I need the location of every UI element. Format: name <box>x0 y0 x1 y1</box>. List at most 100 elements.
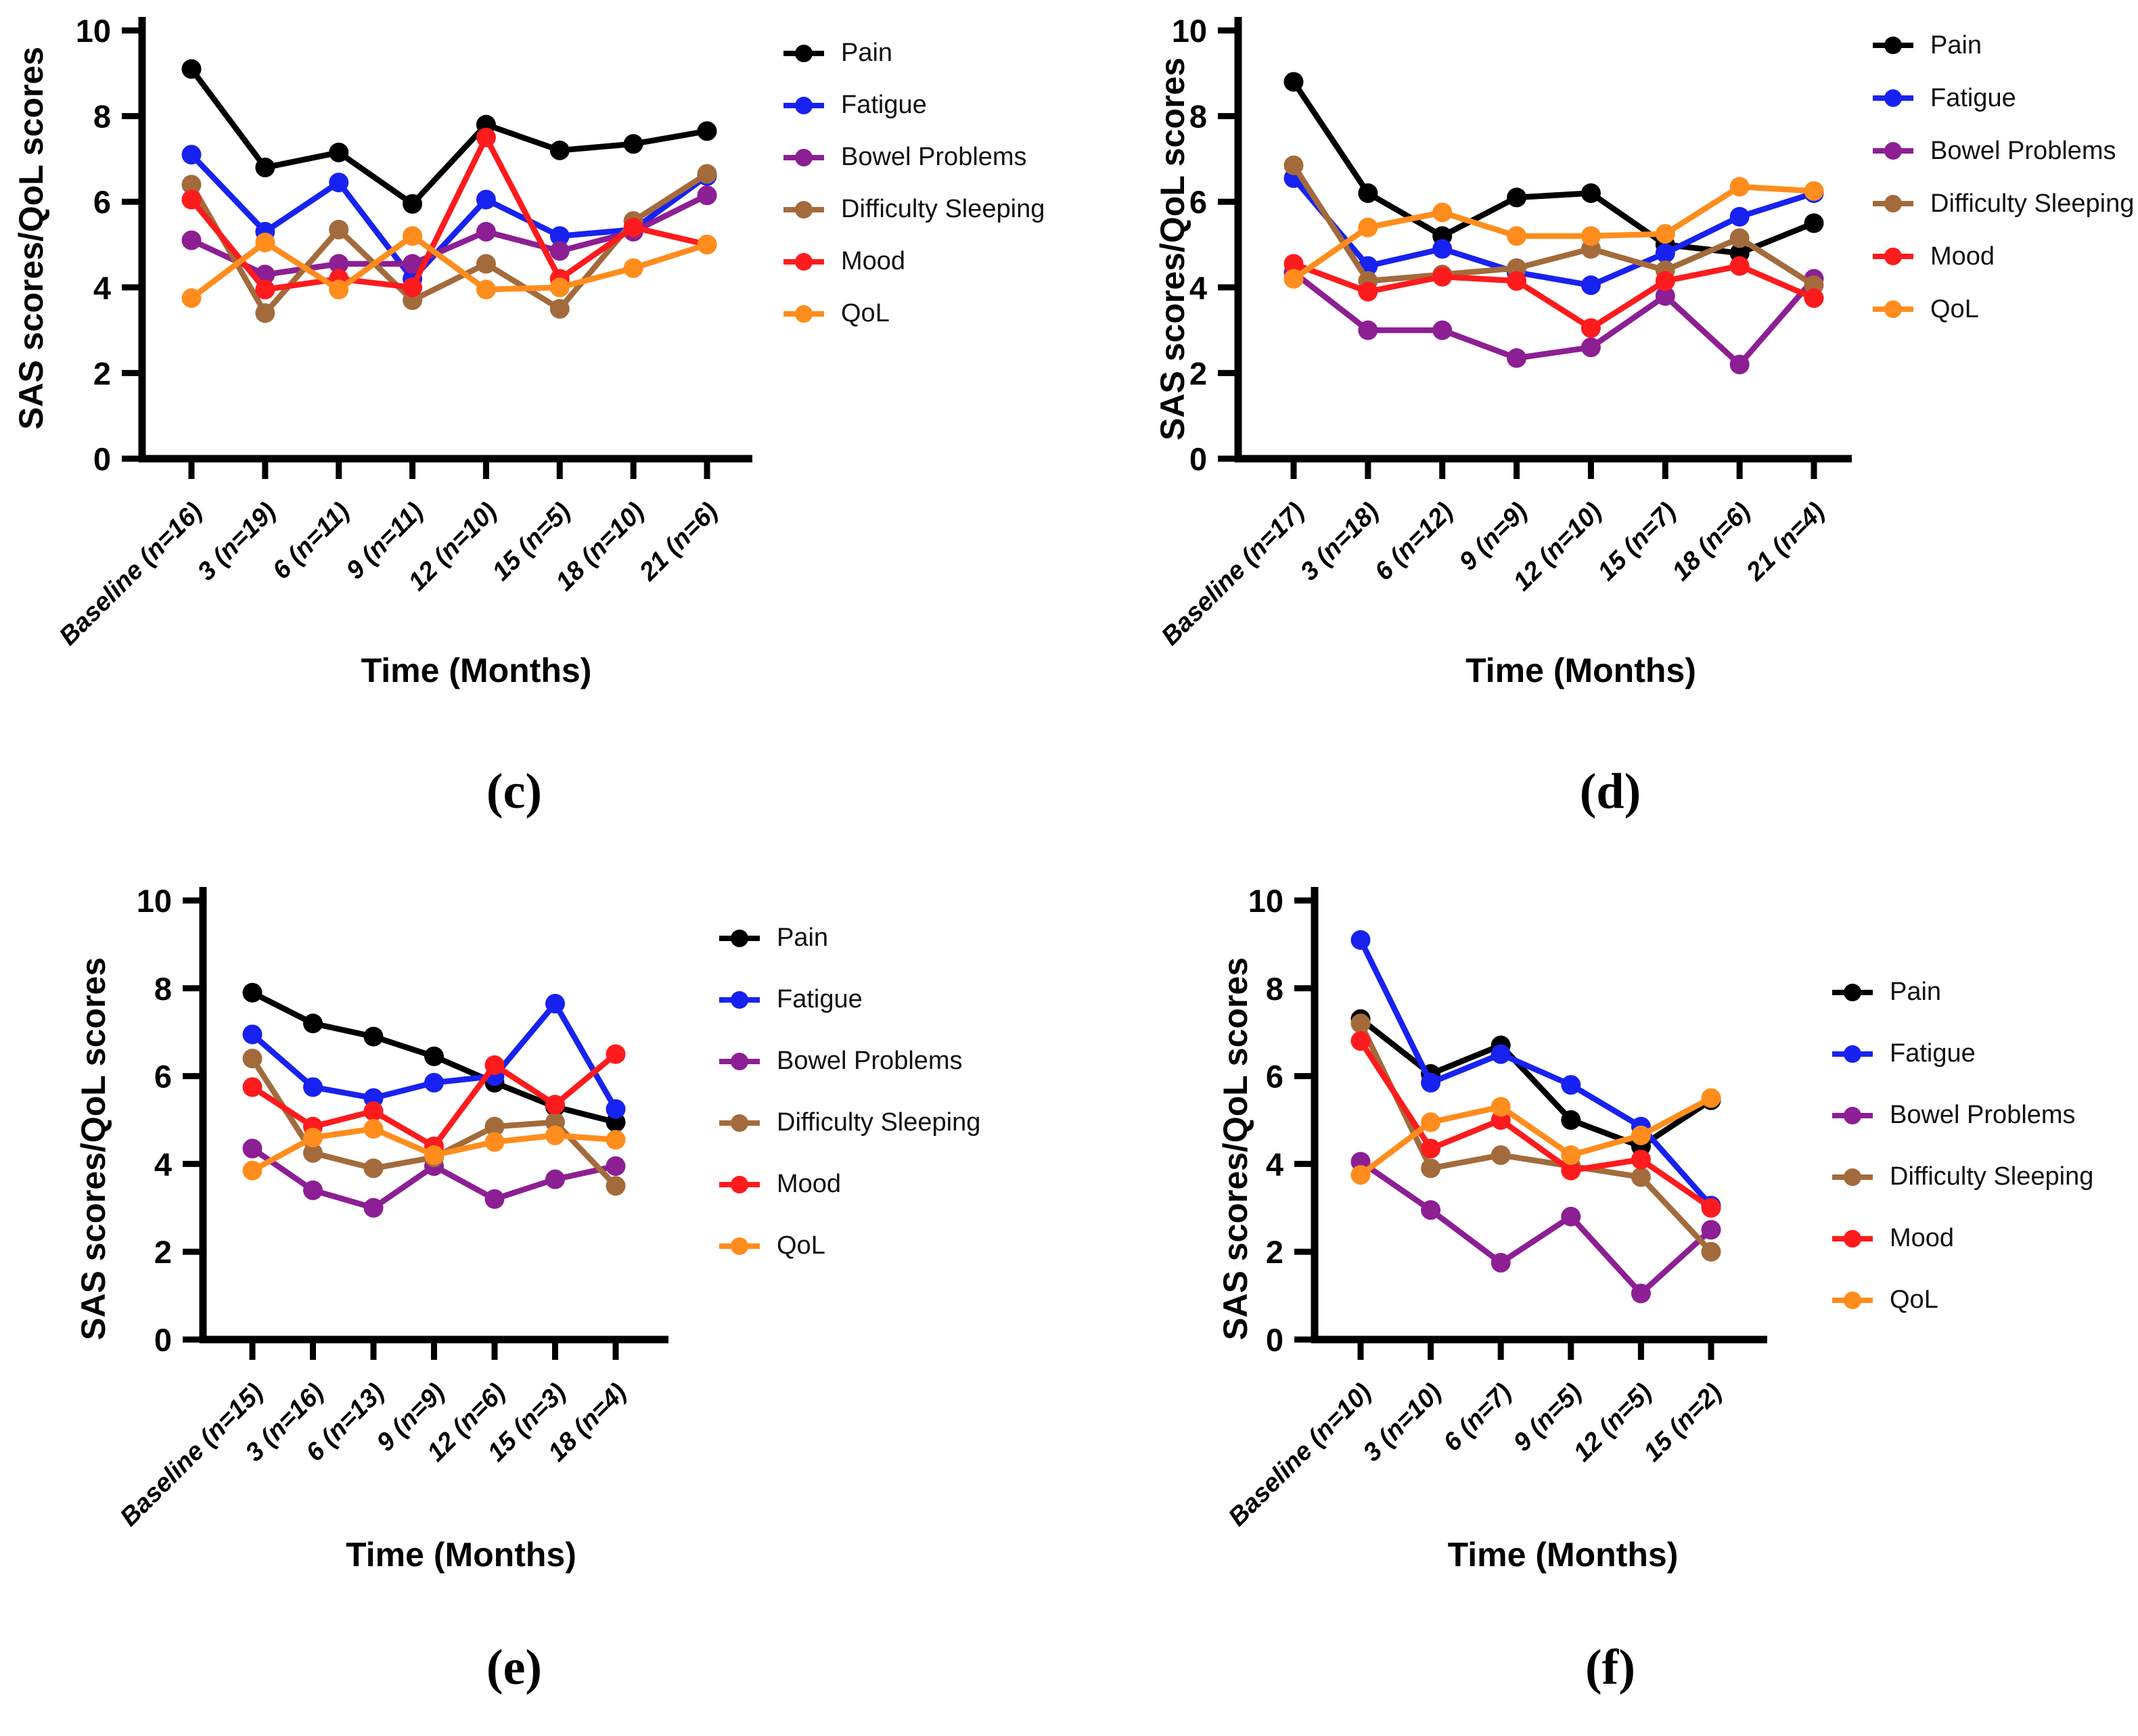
y-tick-label: 6 <box>1189 184 1207 220</box>
series-qol <box>1350 1088 1721 1185</box>
data-point <box>242 1077 263 1097</box>
panel-e: 0 2 4 6 8 10 Baseline (n=15) 3 (n=16) 6 (n=13) 9 … <box>0 868 1069 1736</box>
series-line <box>1357 937 1714 1209</box>
data-point <box>1421 1072 1441 1093</box>
legend-item-pain: Pain <box>1830 961 2093 1023</box>
data-point <box>255 279 275 300</box>
data-point <box>606 1156 626 1177</box>
y-tick-label: 4 <box>154 1146 172 1182</box>
x-tick-label: 15 (n=7) <box>1593 497 1682 587</box>
data-point <box>1561 1206 1581 1227</box>
data-point <box>1561 1160 1581 1181</box>
legend-label: Difficulty Sleeping <box>777 1108 981 1137</box>
legend-label: Bowel Problems <box>1930 136 2116 165</box>
x-tick-label: 18 (n=6) <box>1667 497 1756 587</box>
data-point <box>1580 318 1601 338</box>
y-tick-label: 8 <box>1189 99 1207 135</box>
legend-item-bowel-problems: Bowel Problems <box>1830 1084 2093 1146</box>
data-point <box>1701 1088 1721 1108</box>
y-tick-label: 6 <box>154 1059 172 1095</box>
legend-marker-icon <box>783 96 824 114</box>
data-point <box>549 277 570 298</box>
data-point <box>303 1143 323 1163</box>
series-line <box>1290 78 1817 256</box>
legend-item-difficulty-sleeping: Difficulty Sleeping <box>1871 177 2134 230</box>
x-tick-label: 21 (n=6) <box>634 497 724 587</box>
data-point <box>476 279 496 300</box>
y-tick-label: 4 <box>1266 1146 1283 1182</box>
data-point <box>1631 1149 1651 1170</box>
data-point <box>476 222 496 242</box>
y-axis-title: SAS scores/QoL scores <box>1216 957 1254 1340</box>
data-point <box>1507 226 1527 246</box>
legend-label: Pain <box>1890 978 1942 1006</box>
data-point <box>181 230 202 250</box>
data-point <box>1655 285 1675 306</box>
data-point <box>545 1095 565 1115</box>
data-point <box>303 1180 323 1200</box>
y-tick-label: 2 <box>93 355 111 391</box>
y-tick-label: 2 <box>154 1234 172 1270</box>
data-point <box>549 298 570 319</box>
data-point <box>403 226 423 246</box>
data-point <box>1804 213 1824 233</box>
data-point <box>1283 155 1304 175</box>
data-point <box>697 164 717 184</box>
legend-marker-icon <box>1832 1291 1873 1309</box>
series-line <box>1290 260 1817 332</box>
data-point <box>549 226 570 246</box>
x-tick-label: 3 (n=19) <box>192 497 281 587</box>
series-pain <box>242 982 626 1133</box>
legend-marker-icon <box>719 990 760 1009</box>
legend-marker-icon <box>783 252 824 271</box>
legend-item-mood: Mood <box>1830 1208 2093 1269</box>
legend-label: Mood <box>1890 1224 1955 1252</box>
data-point <box>1350 1013 1371 1034</box>
series-line <box>188 233 710 301</box>
y-axis-title: SAS scores/QoL scores <box>1154 58 1191 440</box>
legend-item-pain: Pain <box>781 27 1045 79</box>
y-tick-label: 4 <box>93 270 111 306</box>
legend-marker-icon <box>783 148 824 166</box>
series-fatigue <box>242 994 626 1119</box>
legend-marker-icon <box>1873 142 1913 160</box>
data-point <box>181 145 202 165</box>
x-axis-title: Time (Months) <box>346 1536 576 1574</box>
data-point <box>255 303 275 323</box>
series-line <box>1290 175 1817 288</box>
data-point <box>1507 271 1527 291</box>
data-point <box>1729 206 1750 227</box>
y-tick-label: 6 <box>93 184 111 220</box>
data-point <box>1350 930 1371 950</box>
data-point <box>1491 1252 1511 1273</box>
data-point <box>1421 1112 1441 1133</box>
data-point <box>623 134 643 154</box>
data-point <box>303 1127 323 1147</box>
y-tick-label: 2 <box>1266 1234 1283 1270</box>
legend-marker-icon <box>719 1114 760 1132</box>
legend-item-fatigue: Fatigue <box>1830 1023 2093 1084</box>
legend-marker-icon <box>1873 300 1913 318</box>
data-point <box>1804 181 1824 201</box>
legend-f: Pain Fatigue Bowel Problems Difficulty Slee… <box>1830 961 2093 1331</box>
data-point <box>1283 72 1304 92</box>
legend-item-qol: QoL <box>781 288 1045 340</box>
legend-d: Pain Fatigue Bowel Problems Difficulty Slee… <box>1871 19 2134 336</box>
x-tick-label: 3 (n=18) <box>1295 497 1384 587</box>
legend-label: QoL <box>841 299 890 327</box>
legend-label: Mood <box>1930 242 1995 271</box>
x-tick-label: Baseline (n=16) <box>54 497 208 652</box>
y-tick-label: 0 <box>1189 441 1207 477</box>
data-point <box>1491 1044 1511 1064</box>
legend-label: Difficulty Sleeping <box>841 195 1045 223</box>
data-point <box>1580 275 1601 296</box>
legend-item-difficulty-sleeping: Difficulty Sleeping <box>717 1092 980 1153</box>
x-tick-label: 6 (n=7) <box>1438 1378 1518 1457</box>
data-point <box>1701 1241 1721 1262</box>
data-point <box>1729 355 1750 375</box>
y-tick-label: 0 <box>93 441 111 477</box>
data-point <box>476 127 496 147</box>
data-point <box>476 254 496 274</box>
